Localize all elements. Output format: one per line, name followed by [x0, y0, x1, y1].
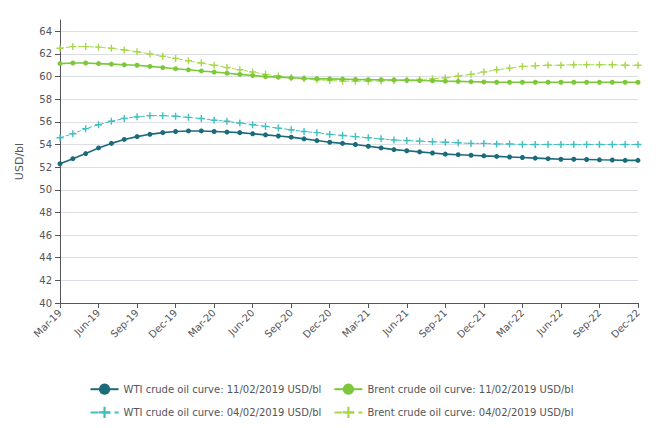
svg-text:Sep-19: Sep-19	[108, 307, 141, 340]
svg-text:Sep-20: Sep-20	[262, 307, 295, 340]
svg-text:Jun-20: Jun-20	[225, 307, 256, 338]
svg-text:40: 40	[39, 298, 52, 309]
svg-text:Dec-21: Dec-21	[455, 307, 488, 340]
svg-text:48: 48	[39, 207, 52, 218]
svg-text:Dec-19: Dec-19	[147, 307, 180, 340]
svg-text:Mar-21: Mar-21	[340, 307, 372, 339]
svg-text:62: 62	[39, 48, 52, 59]
svg-text:42: 42	[39, 275, 52, 286]
svg-text:Jun-22: Jun-22	[534, 307, 565, 338]
svg-text:Mar-19: Mar-19	[32, 307, 64, 339]
svg-text:Mar-20: Mar-20	[186, 307, 218, 339]
svg-text:44: 44	[39, 252, 52, 263]
svg-text:Dec-22: Dec-22	[609, 307, 642, 340]
svg-text:USD/bl: USD/bl	[13, 143, 26, 180]
svg-text:54: 54	[39, 139, 52, 150]
svg-text:46: 46	[39, 230, 52, 241]
svg-text:WTI crude oil curve: 04/02/201: WTI crude oil curve: 04/02/2019 USD/bl	[124, 407, 322, 418]
svg-text:56: 56	[39, 116, 52, 127]
svg-text:Dec-20: Dec-20	[301, 307, 334, 340]
svg-text:60: 60	[39, 71, 52, 82]
svg-text:Sep-21: Sep-21	[417, 307, 450, 340]
svg-text:Brent crude oil curve: 04/02/2: Brent crude oil curve: 04/02/2019 USD/bl	[367, 407, 573, 418]
svg-text:Jun-21: Jun-21	[380, 307, 411, 338]
svg-text:64: 64	[39, 26, 52, 37]
svg-text:Mar-22: Mar-22	[494, 307, 526, 339]
svg-text:52: 52	[39, 162, 52, 173]
svg-text:Jun-19: Jun-19	[71, 307, 102, 338]
svg-text:Sep-22: Sep-22	[571, 307, 604, 340]
svg-text:Brent crude oil curve: 11/02/2: Brent crude oil curve: 11/02/2019 USD/bl	[367, 384, 573, 395]
svg-text:50: 50	[39, 184, 52, 195]
svg-text:58: 58	[39, 94, 52, 105]
svg-text:WTI crude oil curve: 11/02/201: WTI crude oil curve: 11/02/2019 USD/bl	[124, 384, 322, 395]
